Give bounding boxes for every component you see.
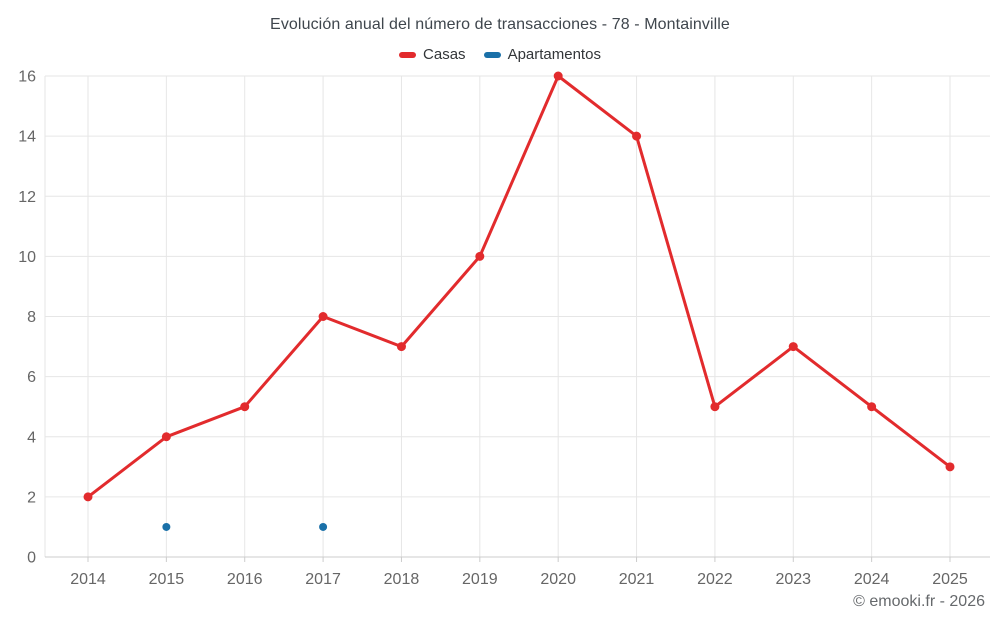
y-axis-tick-label: 16 <box>18 69 36 86</box>
casas-point-2023[interactable] <box>788 342 798 352</box>
legend-item-apartamentos[interactable]: Apartamentos <box>483 46 601 63</box>
casas-point-2015[interactable] <box>161 432 171 442</box>
y-axis-tick-label: 12 <box>18 189 36 206</box>
casas-point-2019[interactable] <box>475 251 485 261</box>
y-axis-tick-label: 6 <box>27 369 36 386</box>
apartamentos-series-swatch-icon <box>483 51 501 58</box>
legend: Casas Apartamentos <box>0 46 1000 63</box>
casas-series-swatch-icon <box>399 51 417 58</box>
x-axis-tick-label: 2023 <box>775 571 811 588</box>
casas-point-2018[interactable] <box>396 342 406 352</box>
copyright-text: © emooki.fr - 2026 <box>853 593 985 610</box>
y-axis-tick-label: 4 <box>27 429 36 446</box>
y-axis-tick-label: 0 <box>27 550 36 567</box>
casas-point-2022[interactable] <box>710 402 720 412</box>
casas-point-2017[interactable] <box>318 312 328 321</box>
casas-point-2020[interactable] <box>553 71 563 81</box>
casas-point-2024[interactable] <box>867 402 877 412</box>
x-axis-tick-label: 2014 <box>70 571 106 588</box>
casas-series-line <box>86 74 952 499</box>
casas-point-2021[interactable] <box>632 131 642 141</box>
y-axis-tick-label: 8 <box>27 309 36 326</box>
x-axis-tick-label: 2015 <box>149 571 185 588</box>
y-axis-tick-label: 14 <box>18 129 36 146</box>
legend-item-casas[interactable]: Casas <box>399 46 466 63</box>
x-axis-tick-label: 2025 <box>932 571 968 588</box>
x-axis-tick-label: 2020 <box>540 571 576 588</box>
x-axis-tick-label: 2021 <box>619 571 655 588</box>
x-axis-tick-label: 2016 <box>227 571 263 588</box>
x-axis-tick-label: 2019 <box>462 571 498 588</box>
casas-point-2025[interactable] <box>945 462 955 472</box>
chart-title: Evolución anual del número de transaccio… <box>270 16 730 33</box>
y-axis-tick-label: 2 <box>27 489 36 506</box>
x-axis-tick-label: 2024 <box>854 571 890 588</box>
y-axis-tick-label: 10 <box>18 249 36 266</box>
casas-point-2014[interactable] <box>83 492 93 502</box>
x-axis-tick-label: 2018 <box>384 571 420 588</box>
x-axis-tick-label: 2017 <box>305 571 341 588</box>
x-axis-tick-label: 2022 <box>697 571 733 588</box>
casas-point-2016[interactable] <box>240 402 250 412</box>
legend-label-casas: Casas <box>423 46 466 63</box>
apartamentos-point-2015[interactable] <box>162 522 171 531</box>
apartamentos-point-2017[interactable] <box>319 522 328 531</box>
legend-label-apartamentos: Apartamentos <box>507 46 601 63</box>
